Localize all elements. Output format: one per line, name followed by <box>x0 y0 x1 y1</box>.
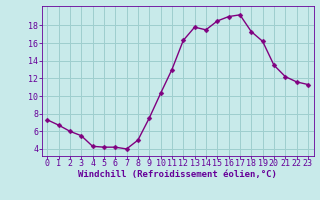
X-axis label: Windchill (Refroidissement éolien,°C): Windchill (Refroidissement éolien,°C) <box>78 170 277 179</box>
